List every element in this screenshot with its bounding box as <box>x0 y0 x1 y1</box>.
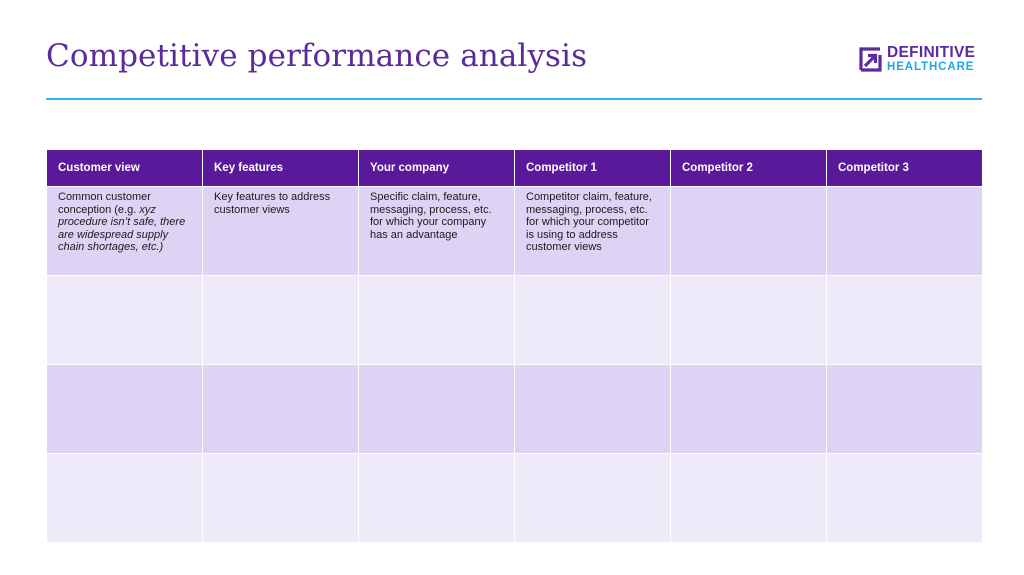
table-cell <box>670 364 827 454</box>
company-logo: DEFINITIVE HEALTHCARE <box>859 45 975 73</box>
table-row: Common customer conception (e.g. xyz pro… <box>46 186 983 276</box>
table-cell <box>826 275 983 365</box>
table-cell <box>670 453 827 543</box>
cell-competitor-2 <box>670 186 827 276</box>
cell-competitor-1: Competitor claim, feature, messaging, pr… <box>514 186 671 276</box>
cell-competitor-3 <box>826 186 983 276</box>
cell-customer-view: Common customer conception (e.g. xyz pro… <box>46 186 203 276</box>
table-cell <box>514 364 671 454</box>
table-cell <box>358 364 515 454</box>
header-competitor-2: Competitor 2 <box>670 149 827 187</box>
table-cell <box>358 453 515 543</box>
page-title: Competitive performance analysis <box>46 38 588 74</box>
header-competitor-3: Competitor 3 <box>826 149 983 187</box>
competitive-analysis-table: Customer view Key features Your company … <box>46 149 983 543</box>
logo-wordmark-line2: HEALTHCARE <box>887 60 975 73</box>
title-divider <box>46 98 982 100</box>
table-row <box>46 364 983 454</box>
table-cell <box>826 364 983 454</box>
logo-wordmark-line1: DEFINITIVE <box>887 44 976 61</box>
table-cell <box>514 275 671 365</box>
table-cell <box>358 275 515 365</box>
header-your-company: Your company <box>358 149 515 187</box>
table-cell <box>826 453 983 543</box>
customer-view-italic-text: xyz procedure isn’t safe, there are wide… <box>58 203 186 254</box>
cell-your-company: Specific claim, feature, messaging, proc… <box>358 186 515 276</box>
header-competitor-1: Competitor 1 <box>514 149 671 187</box>
cell-key-features: Key features to address customer views <box>202 186 359 276</box>
table-row <box>46 453 983 543</box>
table-cell <box>202 364 359 454</box>
table-header-row: Customer view Key features Your company … <box>46 149 983 187</box>
table-cell <box>46 275 203 365</box>
table-cell <box>514 453 671 543</box>
table-cell <box>46 453 203 543</box>
table-cell <box>670 275 827 365</box>
arrow-square-logo-icon <box>859 46 882 72</box>
header-key-features: Key features <box>202 149 359 187</box>
table-cell <box>202 275 359 365</box>
table-cell <box>46 364 203 454</box>
header-customer-view: Customer view <box>46 149 203 187</box>
customer-view-text: Common customer conception (e.g. <box>58 191 151 216</box>
table-row <box>46 275 983 365</box>
table-cell <box>202 453 359 543</box>
